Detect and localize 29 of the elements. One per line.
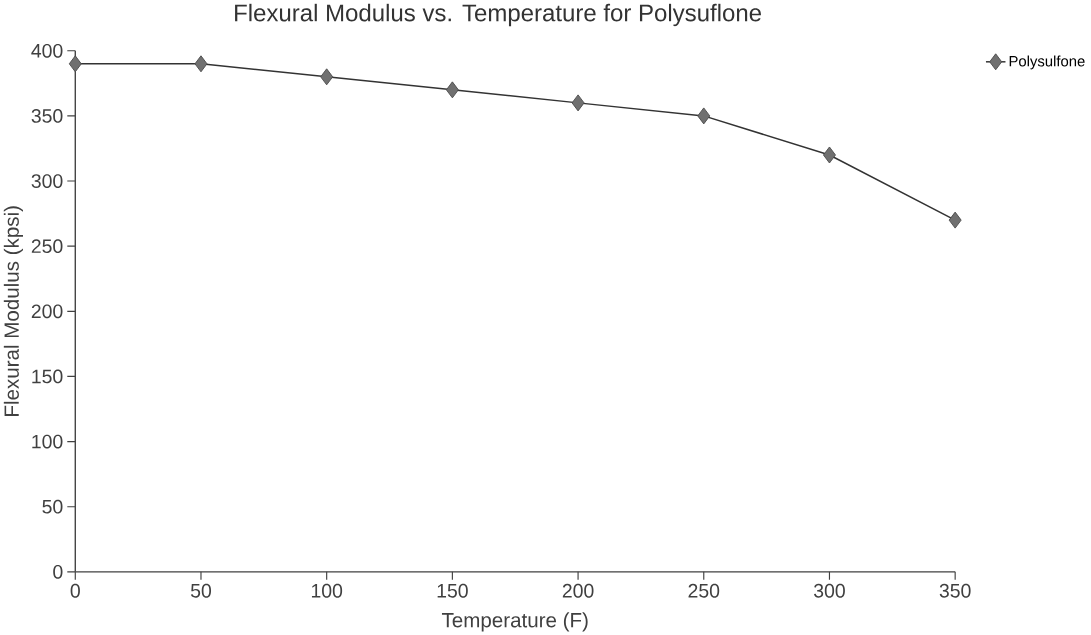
x-tick-label: 300	[813, 583, 845, 598]
x-axis-title: Temperature (F)	[441, 612, 588, 632]
point	[320, 68, 334, 86]
y-tick-label: 400	[31, 43, 63, 58]
point	[823, 146, 836, 164]
x-tick-label: 150	[437, 583, 468, 598]
y-tick-label: 200	[31, 304, 63, 319]
x-tick-label: 100	[311, 583, 343, 598]
x-tick-label: 200	[562, 583, 594, 598]
x-tick-label: 250	[688, 583, 720, 598]
y-tick-label: 0	[53, 564, 63, 579]
y-tick-label: 300	[31, 174, 63, 188]
point	[571, 94, 585, 112]
y-tick-label: 100	[32, 434, 63, 449]
y-axis-title: Flexural Modulus (kpsi)	[3, 206, 23, 416]
point	[445, 81, 459, 99]
chart-title: Flexural Modulus vs. Temperature for Polysuflone	[235, 3, 761, 27]
y-tick-label: 50	[42, 499, 63, 514]
legend-label: Polysulfone	[1009, 55, 1085, 70]
x-tick-label: 0	[70, 583, 80, 598]
y-tick-label: 150	[32, 369, 63, 384]
y-tick-label: 350	[31, 108, 63, 123]
point	[948, 211, 962, 229]
x-tick-label: 350	[939, 583, 971, 598]
point	[697, 107, 711, 125]
x-tick-label: 50	[190, 583, 212, 598]
y-tick-label: 250	[31, 239, 63, 253]
point	[68, 55, 82, 73]
point	[194, 55, 208, 73]
